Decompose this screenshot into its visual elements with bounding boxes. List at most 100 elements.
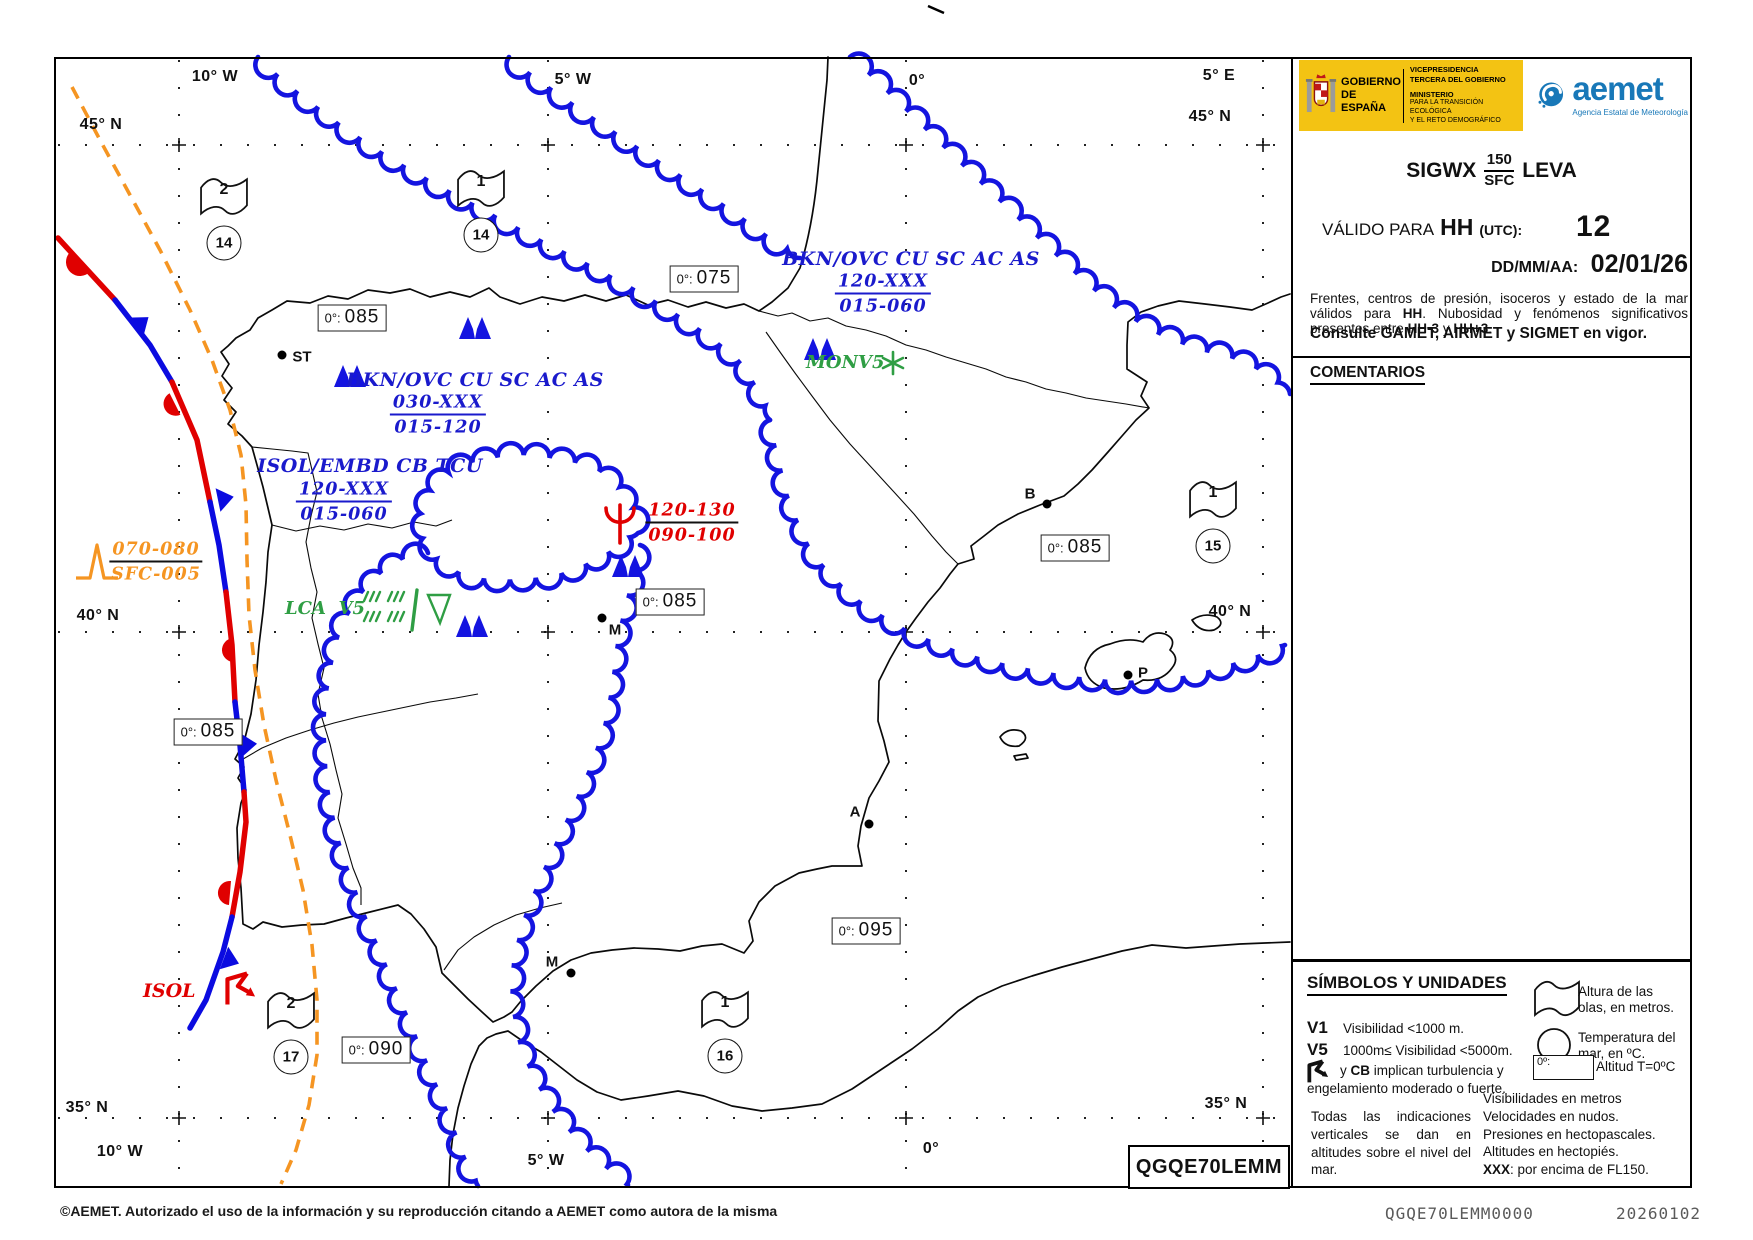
gobierno-logo: GOBIERNO DE ESPAÑA VICEPRESIDENCIA TERCE… bbox=[1299, 60, 1523, 131]
zero-prefix: 0°: bbox=[1047, 540, 1064, 555]
cloud-base-levels: 015-060 bbox=[839, 296, 927, 317]
drizzle-tick bbox=[386, 590, 394, 603]
drizzle-tick bbox=[362, 590, 370, 603]
valid-hour: 12 bbox=[1576, 210, 1612, 243]
graticule-cross bbox=[1256, 625, 1270, 639]
drizzle-area-label: LCA V5 bbox=[285, 598, 365, 619]
zero-altitude-value: 090 bbox=[368, 1038, 404, 1060]
icing-symbol bbox=[604, 503, 636, 545]
zero-altitude-value: 085 bbox=[200, 720, 236, 742]
sea-temperature-value: 17 bbox=[282, 1048, 300, 1066]
cloud-boundary bbox=[758, 417, 1288, 696]
warm-front-bump bbox=[221, 638, 235, 663]
city-dot bbox=[277, 350, 287, 360]
ministry-line: MINISTERIO bbox=[1409, 90, 1454, 100]
drizzle-tick bbox=[386, 610, 394, 623]
note-part: y bbox=[1439, 321, 1454, 337]
comentarios-heading: COMENTARIOS bbox=[1310, 364, 1426, 385]
turb-text: y bbox=[1340, 1063, 1351, 1078]
freezing-top: 070-080 bbox=[109, 540, 203, 563]
isol-label: ISOL bbox=[143, 980, 196, 1002]
wave-height-value: 1 bbox=[720, 994, 730, 1011]
icing-levels: 120-130 090-100 bbox=[645, 501, 739, 546]
city-label: M bbox=[608, 621, 622, 639]
cloud-area-boundaries bbox=[253, 51, 1293, 1189]
date-label: DD/MM/AA: bbox=[1491, 259, 1579, 276]
graticule-cross bbox=[1256, 1111, 1270, 1125]
shower-symbol bbox=[410, 588, 452, 632]
cloud-boundary bbox=[310, 541, 481, 1189]
product-prefix: SIGWX bbox=[1406, 158, 1477, 182]
wave-flag-icon bbox=[701, 990, 749, 1029]
drizzle-tick bbox=[392, 590, 400, 603]
note-part: HH+3 bbox=[1453, 321, 1489, 337]
aemet-logo: aemet Agencia Estatal de Meteorología bbox=[1536, 72, 1688, 134]
chart-frame bbox=[54, 57, 1692, 1188]
graticule-label: 0° bbox=[908, 72, 926, 89]
wave-flag-icon bbox=[457, 169, 505, 208]
freezing-altitude-box: 0°: 090 bbox=[341, 1036, 411, 1064]
graticule-cross bbox=[172, 625, 186, 639]
city-label: M bbox=[545, 953, 559, 971]
drizzle-tick bbox=[362, 610, 370, 623]
city-dot bbox=[1042, 499, 1052, 509]
product-suffix: LEVA bbox=[1522, 158, 1577, 182]
zero-altitude-value: 085 bbox=[344, 306, 380, 328]
turbulence-symbol-red bbox=[225, 971, 256, 1005]
graticule-label: 35° N bbox=[1204, 1095, 1248, 1112]
ministry-line: VICEPRESIDENCIA bbox=[1409, 65, 1479, 75]
zero-prefix: 0°: bbox=[642, 594, 659, 609]
turbulence-icon bbox=[1307, 1059, 1329, 1083]
wave-height-symbol: 1 bbox=[701, 990, 749, 1030]
cloud-top-levels: 030-XXX bbox=[389, 393, 487, 416]
wave-flag-icon bbox=[200, 177, 248, 216]
graticule-cross bbox=[1256, 138, 1270, 152]
freezing-level-isoline bbox=[70, 86, 319, 1185]
legend-title: SÍMBOLOS Y UNIDADES bbox=[1307, 973, 1507, 996]
sea-temperature-symbol: 14 bbox=[206, 225, 242, 261]
city-dot bbox=[1123, 670, 1133, 680]
cloud-top-levels: 120-XXX bbox=[834, 272, 932, 295]
city-label: A bbox=[849, 803, 861, 821]
freezing-altitude-box: 0°: 085 bbox=[1040, 534, 1110, 562]
legend-turbulence-line2: engelamiento moderado o fuerte. bbox=[1307, 1081, 1506, 1096]
sea-temperature-value: 14 bbox=[472, 226, 490, 244]
wave-flag-icon bbox=[267, 991, 315, 1030]
wave-height-symbol: 1 bbox=[1189, 480, 1237, 520]
cloud-base-levels: 015-060 bbox=[300, 504, 388, 525]
sea-temperature-value: 14 bbox=[215, 234, 233, 252]
warm-front-bump bbox=[163, 393, 181, 416]
cold-front-tooth bbox=[240, 733, 257, 757]
graticule-label: 10° W bbox=[96, 1143, 144, 1160]
note-part: Frentes, centros de presión, isoceros y … bbox=[1310, 291, 1688, 322]
comments-divider bbox=[1293, 356, 1690, 358]
legend-note-left: Todas las indicaciones verticales se dan… bbox=[1311, 1109, 1471, 1178]
legend-turbulence-line1: y CB implican turbulencia y bbox=[1340, 1063, 1504, 1078]
drizzle-tick bbox=[398, 590, 406, 603]
ministry-line: Y EL RETO DEMOGRÁFICO bbox=[1409, 116, 1501, 124]
drizzle-tick bbox=[374, 590, 382, 603]
coastlines bbox=[220, 56, 1291, 1187]
legend-v5-key: V5 bbox=[1307, 1040, 1328, 1059]
city-dot bbox=[864, 819, 874, 829]
warm-front-bump bbox=[65, 252, 91, 277]
zero-prefix: 0°: bbox=[180, 724, 197, 739]
wave-flag-icon bbox=[1189, 480, 1237, 519]
freezing-altitude-box: 0°: 075 bbox=[669, 265, 739, 293]
wave-height-value: 2 bbox=[286, 995, 296, 1012]
cloud-boundary bbox=[409, 440, 651, 594]
city-label: ST bbox=[292, 348, 312, 366]
wave-height-symbol: 2 bbox=[200, 177, 248, 217]
cold-front-tooth bbox=[215, 488, 234, 512]
cold-front-tooth bbox=[219, 946, 239, 970]
graticule-label: 45° N bbox=[1188, 108, 1232, 125]
zero-prefix: 0°: bbox=[676, 271, 693, 286]
icing-bottom: 090-100 bbox=[648, 525, 736, 546]
graticule-label: 5° E bbox=[1202, 67, 1236, 84]
freezing-levels: 070-080 SFC-005 bbox=[109, 540, 203, 585]
freezing-altitude-box: 0°: 085 bbox=[317, 304, 387, 332]
cloud-area-label: BKN/OVC CU SC AC AS bbox=[782, 248, 1040, 270]
sea-temperature-symbol: 16 bbox=[707, 1038, 743, 1074]
cloud-area-label: BKN/OVC CU SC AC AS bbox=[346, 369, 604, 391]
